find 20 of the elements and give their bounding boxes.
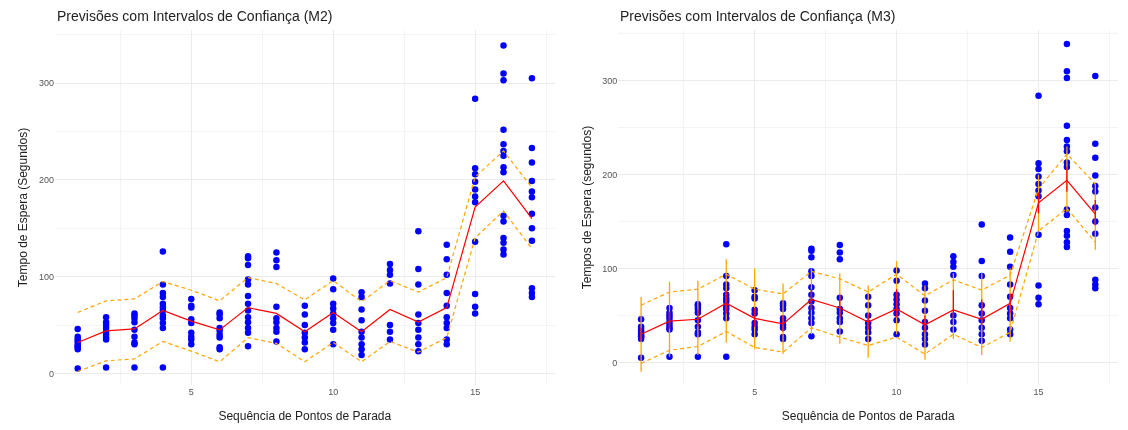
y-tick-label: 0	[612, 357, 618, 368]
y-tick-label: 100	[38, 271, 54, 282]
y-axis-title: Tempos de Espera (segundos)	[579, 125, 594, 290]
x-axis-title: Sequência de Pontos de Parada	[218, 408, 392, 423]
y-axis-title: Tempo de Espera (Segundos)	[16, 127, 31, 288]
y-tick-label: 300	[38, 78, 54, 89]
x-tick-label: 15	[1033, 387, 1044, 397]
chart-title: Previsões com Intervalos de Confiança (M2)	[57, 8, 333, 24]
y-tick-label: 200	[602, 169, 618, 180]
x-tick-label: 15	[470, 387, 481, 397]
x-tick-label: 10	[328, 387, 339, 397]
y-tick-label: 0	[48, 368, 54, 379]
y-tick-label: 300	[602, 75, 618, 86]
y-tick-label: 200	[38, 175, 54, 186]
x-tick-label: 5	[188, 387, 194, 397]
x-tick-label: 5	[752, 387, 758, 397]
chart-title: Previsões com Intervalos de Confiança (M3)	[620, 8, 896, 24]
y-tick-label: 100	[602, 263, 618, 274]
x-axis-title: Sequência de Pontos de Parada	[781, 408, 955, 423]
x-tick-label: 10	[891, 387, 902, 397]
